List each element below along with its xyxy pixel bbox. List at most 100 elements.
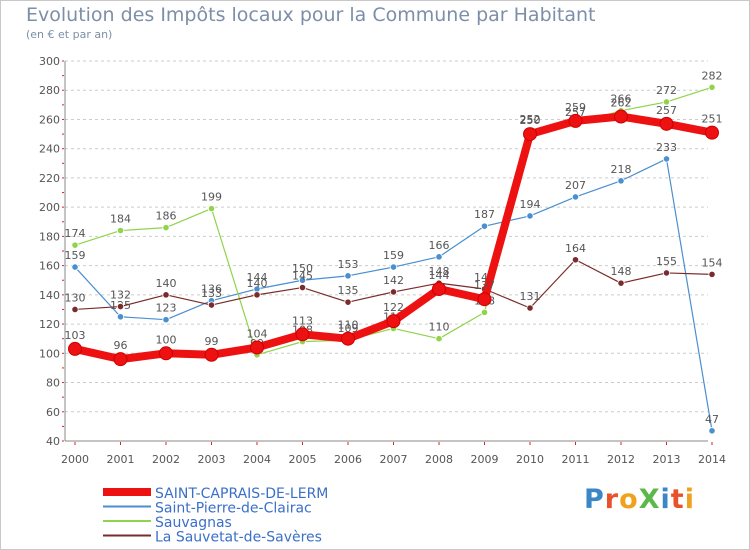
data-label-sauvagnas: 282	[702, 69, 723, 82]
data-label-sauvagnas: 272	[656, 84, 677, 97]
data-point-la-sauvetat-de-saveres	[116, 302, 125, 311]
data-label-sauvagnas: 184	[110, 213, 131, 226]
data-label-saint-caprais-de-lerm: 257	[656, 104, 677, 117]
data-label-saint-caprais-de-lerm: 103	[65, 329, 86, 342]
data-label-la-sauvetat-de-saveres: 148	[429, 265, 450, 278]
data-point-saint-caprais-de-lerm	[113, 352, 128, 367]
legend-label-saint-caprais-de-lerm: SAINT-CAPRAIS-DE-LERM	[155, 486, 328, 502]
x-tick-label: 2004	[243, 453, 271, 466]
data-point-saint-pierre-de-clairac	[71, 263, 79, 271]
data-point-la-sauvetat-de-saveres	[71, 305, 79, 314]
data-label-la-sauvetat-de-saveres: 154	[702, 256, 723, 269]
data-point-saint-caprais-de-lerm	[68, 341, 82, 356]
data-point-saint-caprais-de-lerm	[204, 347, 219, 362]
data-label-sauvagnas: 186	[156, 210, 177, 223]
data-label-saint-caprais-de-lerm: 259	[565, 101, 586, 114]
data-label-sauvagnas: 199	[201, 191, 222, 204]
data-label-la-sauvetat-de-saveres: 135	[338, 284, 359, 297]
data-label-saint-pierre-de-clairac: 194	[520, 198, 541, 211]
data-point-saint-caprais-de-lerm	[477, 292, 492, 307]
data-label-la-sauvetat-de-saveres: 148	[611, 265, 632, 278]
data-label-saint-pierre-de-clairac: 166	[429, 239, 450, 252]
x-tick-label: 2002	[152, 453, 180, 466]
x-tick-label: 2005	[289, 453, 317, 466]
legend-label-la-sauvetat-de-saveres: La Sauvetat-de-Savères	[155, 530, 322, 546]
data-point-la-sauvetat-de-saveres	[389, 288, 398, 296]
data-point-saint-pierre-de-clairac	[480, 222, 489, 230]
proxiti-logo: ProXiti	[584, 484, 695, 515]
data-point-la-sauvetat-de-saveres	[207, 301, 216, 309]
data-label-saint-pierre-de-clairac: 153	[338, 258, 359, 271]
data-point-saint-caprais-de-lerm	[386, 314, 401, 329]
data-point-sauvagnas	[480, 308, 489, 316]
data-label-sauvagnas: 174	[65, 227, 86, 240]
x-tick-label: 2008	[425, 453, 453, 466]
y-tick-label: 100	[39, 347, 60, 360]
data-point-sauvagnas	[71, 241, 79, 249]
data-label-sauvagnas: 110	[429, 321, 450, 334]
data-point-saint-caprais-de-lerm	[705, 125, 719, 140]
legend-label-sauvagnas: Sauvagnas	[155, 515, 232, 531]
data-label-saint-pierre-de-clairac: 144	[247, 271, 268, 284]
data-label-saint-pierre-de-clairac: 187	[474, 208, 495, 221]
y-tick-label: 40	[46, 435, 60, 448]
x-tick-label: 2009	[471, 453, 499, 466]
data-label-saint-caprais-de-lerm: 113	[292, 314, 313, 327]
data-point-saint-pierre-de-clairac	[116, 313, 125, 321]
data-point-saint-pierre-de-clairac	[662, 155, 671, 163]
y-tick-label: 160	[39, 260, 60, 273]
data-label-saint-caprais-de-lerm: 122	[383, 301, 404, 314]
data-point-saint-caprais-de-lerm	[614, 109, 628, 124]
data-point-sauvagnas	[708, 83, 716, 91]
data-label-la-sauvetat-de-saveres: 155	[656, 255, 677, 268]
data-label-la-sauvetat-de-saveres: 131	[520, 290, 541, 303]
plot-area	[65, 61, 708, 441]
y-tick-label: 240	[39, 143, 60, 156]
data-point-la-sauvetat-de-saveres	[344, 298, 352, 306]
data-label-la-sauvetat-de-saveres: 140	[156, 277, 177, 290]
data-point-sauvagnas	[662, 98, 671, 106]
data-label-saint-caprais-de-lerm: 250	[520, 114, 541, 127]
data-point-saint-pierre-de-clairac	[708, 427, 716, 435]
data-point-saint-pierre-de-clairac	[617, 177, 625, 185]
x-tick-label: 2014	[698, 453, 726, 466]
data-point-saint-caprais-de-lerm	[568, 113, 583, 128]
y-tick-label: 180	[39, 230, 60, 243]
data-label-saint-caprais-de-lerm: 110	[338, 319, 359, 332]
data-label-sauvagnas: 266	[611, 93, 632, 106]
data-point-la-sauvetat-de-saveres	[253, 291, 261, 299]
y-tick-label: 300	[39, 55, 60, 68]
data-label-la-sauvetat-de-saveres: 140	[247, 277, 268, 290]
data-label-la-sauvetat-de-saveres: 132	[110, 289, 131, 302]
x-tick-label: 2012	[607, 453, 635, 466]
data-point-la-sauvetat-de-saveres	[526, 304, 534, 312]
x-tick-label: 2001	[107, 453, 135, 466]
data-point-saint-pierre-de-clairac	[298, 276, 307, 284]
data-label-saint-pierre-de-clairac: 233	[656, 141, 677, 154]
data-label-saint-pierre-de-clairac: 136	[201, 283, 222, 296]
data-point-saint-pierre-de-clairac	[162, 316, 170, 324]
data-point-sauvagnas	[435, 335, 443, 343]
data-point-saint-pierre-de-clairac	[571, 193, 580, 201]
y-tick-label: 60	[46, 406, 60, 419]
data-label-saint-caprais-de-lerm: 104	[247, 327, 268, 340]
data-label-saint-caprais-de-lerm: 137	[474, 279, 495, 292]
data-label-la-sauvetat-de-saveres: 145	[292, 270, 313, 283]
data-point-sauvagnas	[162, 224, 170, 232]
data-label-saint-caprais-de-lerm: 262	[611, 97, 632, 110]
chart-subtitle: (en € et par an)	[26, 28, 113, 41]
data-point-saint-caprais-de-lerm	[250, 340, 264, 355]
data-point-saint-caprais-de-lerm	[523, 127, 537, 142]
data-label-sauvagnas: 252	[520, 113, 541, 126]
y-tick-label: 80	[46, 377, 60, 390]
data-label-saint-caprais-de-lerm: 99	[205, 335, 219, 348]
x-tick-label: 2000	[61, 453, 89, 466]
data-label-saint-pierre-de-clairac: 218	[611, 163, 632, 176]
data-label-saint-pierre-de-clairac: 150	[292, 262, 313, 275]
data-label-la-sauvetat-de-saveres: 142	[383, 274, 404, 287]
data-label-saint-caprais-de-lerm: 144	[429, 269, 450, 282]
x-tick-label: 2003	[198, 453, 226, 466]
x-tick-label: 2013	[653, 453, 681, 466]
data-point-la-sauvetat-de-saveres	[162, 291, 170, 299]
